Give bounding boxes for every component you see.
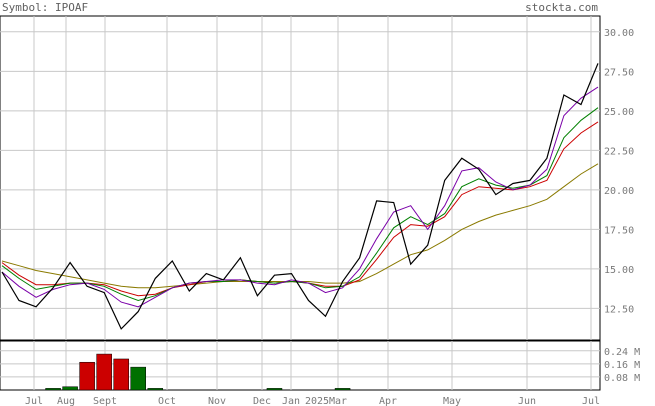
x-tick-label: Oct bbox=[158, 396, 176, 406]
grid-lines bbox=[0, 16, 600, 390]
volume-bar bbox=[266, 388, 283, 391]
x-tick-label: Jun bbox=[518, 396, 536, 406]
price-tick-label: 15.00 bbox=[604, 265, 634, 276]
volume-bar bbox=[113, 358, 129, 391]
x-tick-label: Mar bbox=[329, 396, 347, 406]
x-tick-label: Sept bbox=[93, 396, 117, 406]
x-tick-label: 2025 bbox=[305, 396, 329, 406]
ema13-line bbox=[1, 107, 599, 302]
price-tick-label: 27.50 bbox=[604, 67, 634, 78]
symbol-label: Symbol: IPOAF bbox=[2, 1, 88, 14]
time-axis: Jul Aug Sept Oct Nov Dec Jan 2025 Mar Apr May Jun Ju… bbox=[25, 396, 600, 406]
volume-bar bbox=[147, 388, 164, 391]
price-tick-label: 25.00 bbox=[604, 107, 634, 118]
volume-tick-label: 0.24 M bbox=[604, 347, 640, 358]
volume-tick-label: 0.16 M bbox=[604, 360, 640, 371]
price-panel bbox=[0, 15, 601, 341]
price-tick-label: 17.50 bbox=[604, 225, 634, 236]
price-tick-label: 12.50 bbox=[604, 304, 634, 315]
volume-bar bbox=[62, 386, 78, 391]
volume-bar bbox=[96, 353, 112, 391]
x-tick-label: Apr bbox=[379, 396, 397, 406]
price-tick-label: 20.00 bbox=[604, 186, 634, 197]
ema5-line bbox=[1, 86, 599, 308]
volume-bar bbox=[334, 388, 351, 391]
x-tick-label: Dec bbox=[253, 396, 271, 406]
volume-tick-label: 0.08 M bbox=[604, 373, 640, 384]
volume-bars bbox=[45, 353, 351, 391]
x-tick-label: Jul bbox=[582, 396, 600, 406]
price-tick-label: 22.50 bbox=[604, 146, 634, 157]
series-lines bbox=[1, 63, 599, 330]
site-name[interactable]: stockta.com bbox=[525, 1, 598, 14]
x-tick-label: May bbox=[443, 396, 461, 406]
x-tick-label: Jul bbox=[25, 396, 43, 406]
price-line bbox=[1, 63, 599, 330]
x-tick-label: Jan bbox=[282, 396, 300, 406]
price-tick-label: 30.00 bbox=[604, 28, 634, 39]
price-axis: 30.00 27.50 25.00 22.50 20.00 17.50 15.00 12.50 bbox=[604, 28, 634, 316]
volume-bar bbox=[79, 361, 95, 391]
x-tick-label: Nov bbox=[208, 396, 226, 406]
volume-axis: 0.24 M 0.16 M 0.08 M bbox=[604, 347, 640, 384]
volume-bar bbox=[45, 388, 61, 391]
x-tick-label: Aug bbox=[57, 396, 75, 406]
volume-bar bbox=[130, 366, 146, 391]
